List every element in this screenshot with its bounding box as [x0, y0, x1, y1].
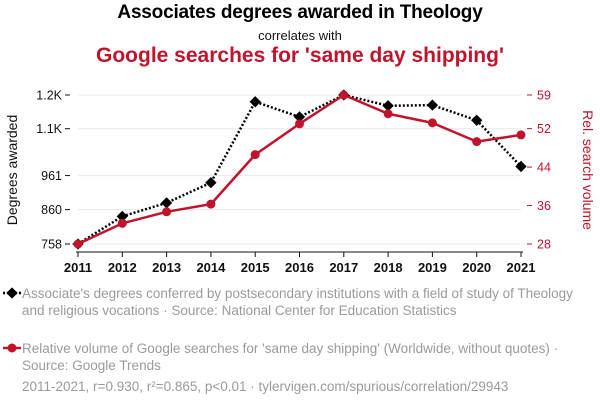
- y-right-tick-label: 44: [537, 161, 551, 175]
- y-right-tick-label: 36: [537, 199, 551, 213]
- series-2-point: [250, 150, 260, 160]
- chart-title-secondary: Google searches for 'same day shipping': [96, 44, 504, 67]
- chart-subtitle: correlates with: [258, 28, 342, 43]
- chart-title: Associates degrees awarded in Theology: [117, 2, 483, 23]
- series-1-point: [515, 160, 527, 173]
- x-tick-label: 2015: [241, 260, 270, 275]
- x-tick-label: 2016: [285, 260, 314, 275]
- legend-key-searches: [3, 343, 21, 353]
- series-1-point: [471, 114, 483, 126]
- y-right-tick-label: 28: [537, 238, 551, 252]
- y-axis-right-label: Rel. search volume: [580, 110, 596, 230]
- y-right-tick-label: 52: [537, 122, 551, 136]
- series-2-point: [295, 119, 304, 129]
- series-2-point: [73, 239, 83, 249]
- footer-stats: 2011-2021, r=0.930, r²=0.865, p<0.01 · t…: [22, 379, 509, 394]
- series-2-point: [516, 130, 526, 140]
- y-left-tick-label: 758: [41, 238, 62, 252]
- x-tick-label: 2019: [418, 260, 447, 275]
- series-2-point: [472, 137, 482, 147]
- series-2-point: [117, 218, 127, 228]
- legend-text-searches: Relative volume of Google searches for '…: [22, 341, 559, 373]
- series-1-point: [426, 99, 439, 111]
- x-tick-label: 2017: [329, 260, 358, 275]
- x-tick-label: 2021: [507, 260, 536, 275]
- series-2-point: [162, 207, 172, 217]
- series-2-point: [383, 109, 393, 119]
- legend-key-degrees: [3, 287, 21, 299]
- x-axis: 2011 2012 2013 2014 2015 2016 2017 2018 2019 2020…: [64, 251, 536, 275]
- y-right-tick-label: 59: [537, 89, 551, 103]
- x-tick-label: 2011: [64, 260, 92, 275]
- x-tick-label: 2014: [196, 260, 226, 275]
- y-left-tick-label: 1.1K: [36, 122, 62, 136]
- y-left-tick-label: 961: [41, 169, 62, 183]
- y-axis-left-label: Degrees awarded: [4, 115, 20, 226]
- series-2-point: [427, 118, 437, 128]
- series-1-point: [249, 96, 261, 108]
- x-tick-label: 2013: [152, 260, 181, 275]
- series-line-1: [77, 93, 522, 246]
- x-tick-label: 2012: [108, 260, 137, 275]
- x-tick-label: 2020: [462, 260, 491, 275]
- legend-text-degrees: Associate's degrees conferred by postsec…: [22, 286, 573, 318]
- series-2-point: [206, 199, 216, 209]
- y-left-tick-label: 860: [41, 203, 62, 217]
- y-axis-right: 28 36 44 52 59: [527, 89, 551, 252]
- y-left-tick-label: 1.2K: [36, 89, 62, 103]
- series-2-point: [339, 90, 349, 100]
- x-tick-label: 2018: [374, 260, 403, 275]
- series-1-point: [205, 176, 217, 189]
- series-1-point: [160, 197, 173, 209]
- y-axis-left: 758 860 961 1.1K 1.2K: [36, 89, 70, 252]
